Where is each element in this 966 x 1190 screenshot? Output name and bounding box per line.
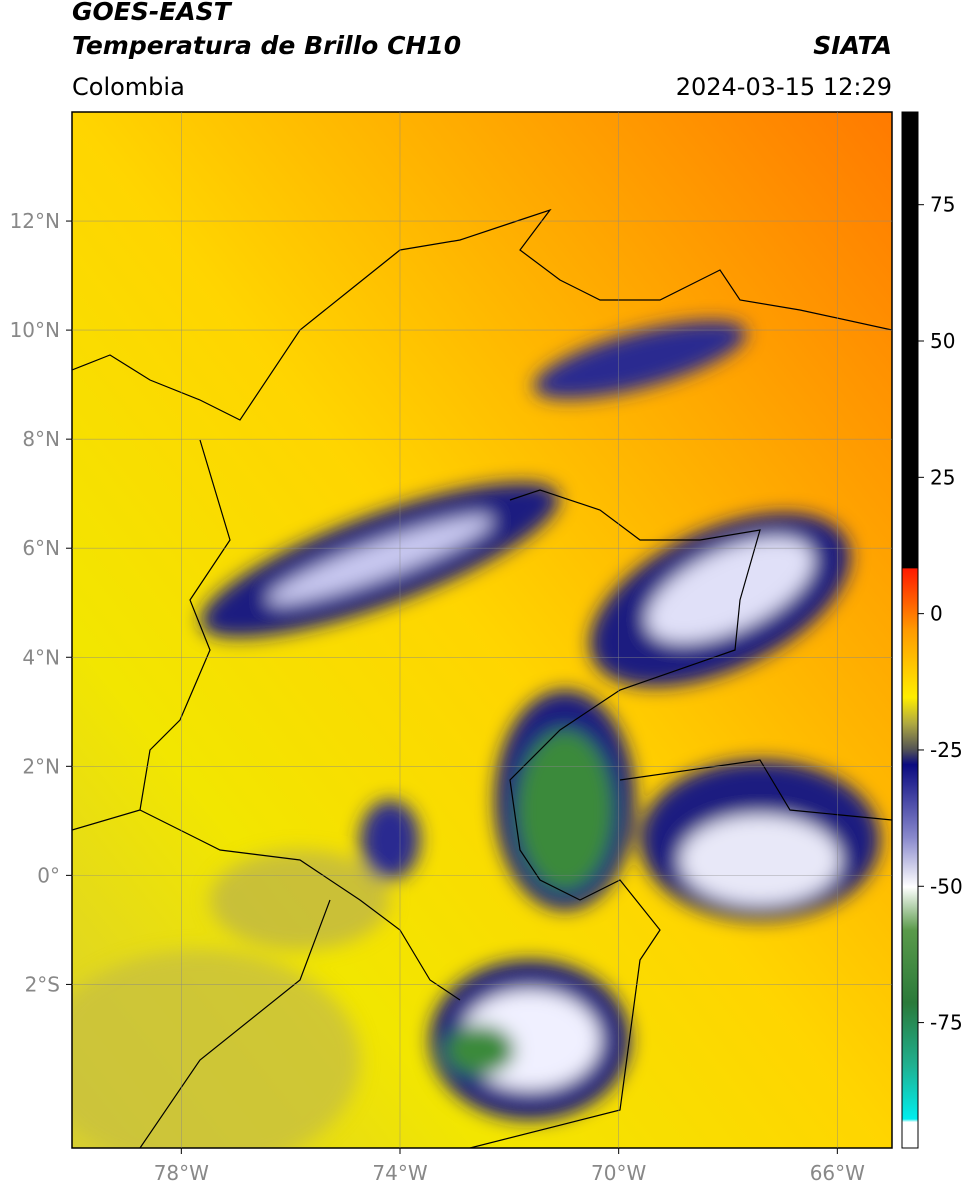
datetime: 2024-03-15 12:29: [676, 73, 892, 101]
region: Colombia: [72, 73, 185, 101]
lat-tick-label: 0°: [37, 863, 60, 887]
imagery: [72, 112, 892, 1148]
source: SIATA: [813, 31, 892, 60]
lat-tick-label: 12°N: [10, 209, 60, 233]
lat-tick-label: 2°N: [22, 754, 60, 778]
colorbar-tick-label: 50: [930, 329, 955, 353]
lat-tick-label: 2°S: [25, 972, 60, 996]
borders: [72, 208, 892, 1148]
lat-tick-label: 6°N: [22, 536, 60, 560]
colorbar-tick-label: -75: [930, 1011, 963, 1035]
subtitle: Temperatura de Brillo CH10: [72, 31, 461, 60]
clouds: [72, 320, 880, 1148]
lat-tick-label: 4°N: [22, 645, 60, 669]
lon-tick-label: 66°W: [810, 1161, 865, 1185]
colorbar-tick-label: -50: [930, 874, 963, 898]
map-frame: [71, 111, 893, 1149]
colorbar: [901, 111, 919, 1149]
colorbar-tick-label: 75: [930, 193, 955, 217]
lat-tick-label: 10°N: [10, 318, 60, 342]
title: GOES-EAST: [72, 0, 233, 26]
lon-tick-label: 78°W: [154, 1161, 209, 1185]
lat-tick-label: 8°N: [22, 427, 60, 451]
colorbar-tick-label: 25: [930, 465, 955, 489]
lon-tick-label: 70°W: [591, 1161, 646, 1185]
colorbar-tick-label: -25: [930, 738, 963, 762]
lon-tick-label: 74°W: [372, 1161, 427, 1185]
colorbar-tick-label: 0: [930, 602, 943, 626]
